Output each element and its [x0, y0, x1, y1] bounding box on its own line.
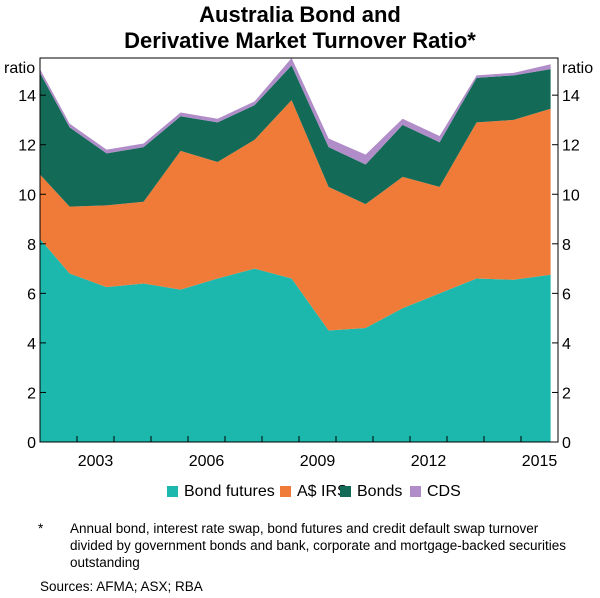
legend-swatch-cds — [410, 486, 421, 497]
x-tick-label: 2012 — [411, 453, 447, 470]
legend-swatch-aud-irs — [280, 486, 291, 497]
x-tick-label: 2015 — [522, 453, 558, 470]
x-tick-label: 2006 — [189, 453, 225, 470]
y-tick-label-left: 10 — [18, 187, 36, 204]
sources-note: Sources: AFMA; ASX; RBA — [40, 579, 203, 594]
area-series-bonds — [40, 65, 551, 207]
y-tick-label-right: 4 — [562, 336, 571, 353]
y-tick-label-left: 4 — [27, 336, 36, 353]
y-tick-label-left: 2 — [27, 385, 36, 402]
x-tick-label: 2009 — [300, 453, 336, 470]
y-tick-label-left: 6 — [27, 286, 36, 303]
y-tick-label-right: 6 — [562, 286, 571, 303]
y-tick-label-left: 14 — [18, 88, 36, 105]
legend-swatch-bond-futures — [167, 486, 178, 497]
x-tick-label: 2003 — [78, 453, 114, 470]
right-axis-unit-label: ratio — [562, 60, 594, 77]
footnote-marker: * — [38, 521, 44, 536]
y-tick-label-left: 8 — [27, 237, 36, 254]
y-tick-label-left: 0 — [27, 435, 36, 452]
legend-label-cds: CDS — [427, 483, 461, 500]
chart-title-line-1: Australia Bond and — [199, 2, 401, 27]
y-tick-label-left: 12 — [18, 138, 36, 155]
legend-label-bond-futures: Bond futures — [184, 483, 275, 500]
footnote-text: Annual bond, interest rate swap, bond fu… — [70, 521, 567, 570]
left-axis-unit-label: ratio — [4, 60, 36, 77]
area-series-a-irs — [40, 100, 551, 331]
y-tick-label-right: 12 — [562, 138, 580, 155]
y-tick-label-right: 2 — [562, 385, 571, 402]
legend-label-aud-irs: A$ IRS — [297, 483, 348, 500]
y-tick-label-right: 14 — [562, 88, 580, 105]
area-series-bond-futures — [40, 238, 551, 442]
y-tick-label-right: 10 — [562, 187, 580, 204]
legend-swatch-bonds — [340, 486, 351, 497]
chart-title-line-2: Derivative Market Turnover Ratio* — [124, 28, 476, 53]
legend-label-bonds: Bonds — [357, 483, 403, 500]
chart-legend: Bond futures A$ IRS Bonds CDS — [0, 482, 600, 504]
y-tick-label-right: 0 — [562, 435, 571, 452]
y-tick-label-right: 8 — [562, 237, 571, 254]
